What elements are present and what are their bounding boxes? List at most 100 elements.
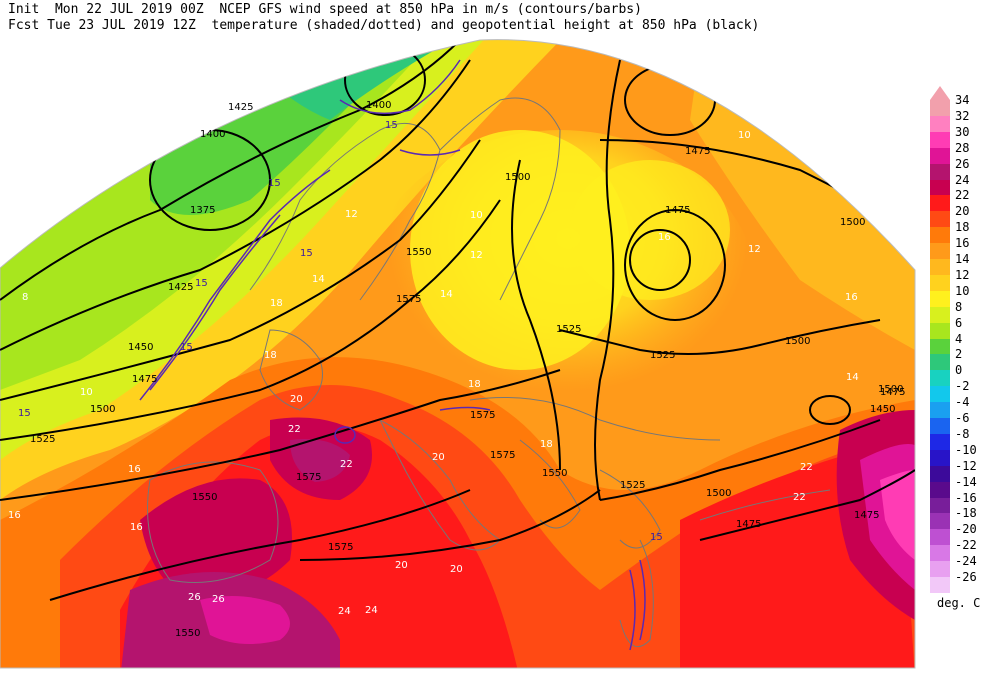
- colorbar-label: 4: [955, 331, 963, 346]
- colorbar-label: -24: [955, 554, 977, 569]
- temp-label: 22: [800, 462, 813, 473]
- colorbar-swatch: [930, 449, 950, 467]
- temp-label: 12: [345, 209, 358, 220]
- colorbar-swatch: [930, 274, 950, 292]
- colorbar-swatch: [930, 497, 950, 514]
- colorbar-swatch: [930, 322, 950, 339]
- colorbar-swatch: [930, 481, 950, 498]
- colorbar-swatch: [930, 227, 950, 244]
- height-label: 1475: [132, 374, 157, 385]
- temp-label: 16: [845, 292, 858, 303]
- colorbar-label: -14: [955, 474, 977, 489]
- wind-label: 15: [268, 178, 281, 189]
- height-label: 1550: [406, 247, 431, 258]
- height-label: 1500: [878, 384, 903, 395]
- colorbar-swatch: [930, 354, 950, 371]
- colorbar-swatch: [930, 131, 950, 149]
- map-boundary: [0, 39, 916, 669]
- colorbar-swatch: [930, 577, 950, 594]
- colorbar-arrow: [930, 86, 950, 100]
- colorbar-swatch: [930, 163, 950, 180]
- height-label: 1375: [190, 205, 215, 216]
- height-label: 1525: [620, 480, 645, 491]
- temp-label: 16: [130, 522, 143, 533]
- height-label: 1400: [200, 129, 225, 140]
- temp-label: 20: [395, 560, 408, 571]
- colorbar-swatch: [930, 465, 950, 483]
- colorbar-label: 32: [955, 108, 970, 123]
- height-label: 1450: [870, 404, 895, 415]
- colorbar-swatch: [930, 433, 950, 451]
- temp-label: 24: [338, 606, 351, 617]
- height-label: 1575: [328, 542, 353, 553]
- wind-label: 15: [180, 342, 193, 353]
- temp-label: 16: [658, 232, 671, 243]
- colorbar-label: 10: [955, 283, 970, 298]
- height-label: 1575: [490, 450, 515, 461]
- temp-label: 18: [270, 298, 283, 309]
- wind-contours: [139, 59, 646, 651]
- colorbar-swatch: [930, 545, 950, 562]
- temp-label: 10: [738, 130, 751, 141]
- colorbar-label: -12: [955, 458, 977, 473]
- colorbar-swatch: [930, 115, 950, 133]
- temp-label: 20: [432, 452, 445, 463]
- height-label: 1525: [30, 434, 55, 445]
- colorbar-swatch: [930, 211, 950, 228]
- temp-label: 22: [340, 459, 353, 470]
- height-labels: 1425 1400 1400 1375 1425 1450 1475 1500 …: [30, 100, 905, 639]
- colorbar-label: -10: [955, 442, 977, 457]
- height-label: 1475: [665, 205, 690, 216]
- height-label: 1475: [854, 510, 879, 521]
- temp-label: 14: [312, 274, 325, 285]
- temp-label: 16: [128, 464, 141, 475]
- temp-label: 24: [365, 605, 378, 616]
- height-label: 1525: [556, 324, 581, 335]
- colorbar-swatch: [930, 243, 950, 260]
- colorbar-swatch: [930, 195, 950, 212]
- height-label: 1425: [168, 282, 193, 293]
- height-contours: [0, 39, 915, 601]
- height-label: 1450: [128, 342, 153, 353]
- colorbar-swatch: [930, 147, 950, 165]
- colorbar-label: -18: [955, 506, 977, 521]
- colorbar-label: -20: [955, 522, 977, 537]
- temp-label: 12: [470, 250, 483, 261]
- wind-label: 15: [650, 532, 663, 543]
- height-label: 1500: [706, 488, 731, 499]
- colorbar-swatch: [930, 370, 950, 387]
- colorbar-swatch: [930, 529, 950, 546]
- colorbar-label: 22: [955, 188, 970, 203]
- colorbar-label: 28: [955, 140, 970, 155]
- colorbar-swatch: [930, 338, 950, 355]
- colorbar-label: 6: [955, 315, 963, 330]
- height-label: 1550: [192, 492, 217, 503]
- height-label: 1550: [175, 628, 200, 639]
- colorbar-swatch: [930, 386, 950, 403]
- coastlines: [147, 97, 831, 648]
- colorbar-units: deg. C: [937, 596, 981, 610]
- colorbar-label: 26: [955, 156, 970, 171]
- colorbar-swatch: [930, 561, 950, 578]
- height-label: 1550: [542, 468, 567, 479]
- wind-label: 15: [18, 408, 31, 419]
- temp-label: 8: [22, 292, 28, 303]
- height-label: 1500: [90, 404, 115, 415]
- temp-label: 14: [440, 289, 453, 300]
- temp-label: 10: [470, 210, 483, 221]
- height-label: 1400: [366, 100, 391, 111]
- temp-label: 16: [8, 510, 21, 521]
- colorbar-swatch: [930, 179, 950, 196]
- height-label: 1500: [785, 336, 810, 347]
- colorbar-label: 20: [955, 204, 970, 219]
- temp-label: 22: [793, 492, 806, 503]
- height-label: 1575: [396, 294, 421, 305]
- temp-label: 20: [290, 394, 303, 405]
- height-label: 1475: [685, 146, 710, 157]
- temp-label: 18: [264, 350, 277, 361]
- colorbar-label: -4: [955, 395, 970, 410]
- colorbar-swatch: [930, 290, 950, 308]
- colorbar-label: 16: [955, 236, 970, 251]
- colorbar-swatch: [930, 402, 950, 419]
